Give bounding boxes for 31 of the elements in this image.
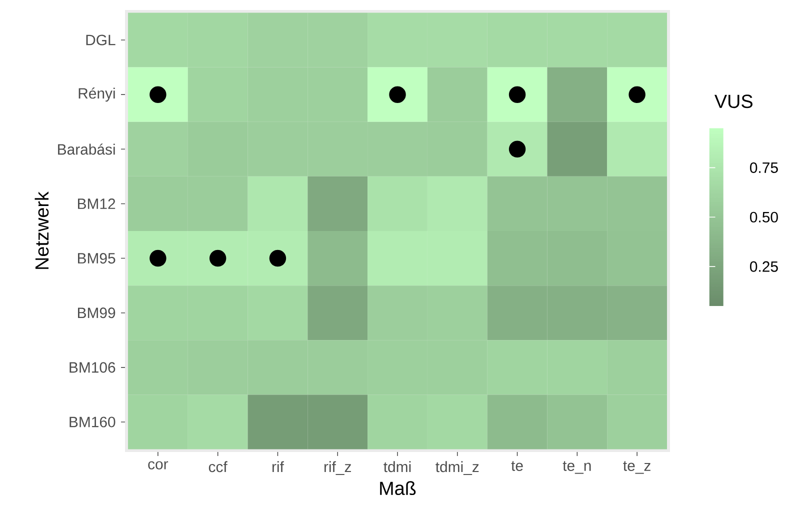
x-tick-label: rif_z: [324, 461, 351, 475]
color-bar-label: 0.25: [750, 261, 778, 272]
y-tick-label: DGL: [86, 34, 116, 46]
y-axis-title: Netzwerk: [34, 192, 49, 269]
x-tick-label: cor: [148, 461, 168, 470]
color-bar-label: 0.75: [750, 162, 778, 173]
data-label: ●: [150, 250, 166, 267]
x-tick-label: ccf: [208, 461, 228, 472]
data-label: ●: [508, 140, 526, 158]
color-bar-label: 0.50: [750, 212, 778, 222]
x-axis-title: Maß: [380, 481, 416, 496]
data-label: ●: [209, 250, 226, 267]
y-tick-label: BM160: [70, 416, 116, 428]
data-label: ●: [508, 86, 526, 103]
data-label: ●: [389, 86, 406, 103]
y-tick-label: BM12: [78, 198, 116, 209]
y-tick-label: BM95: [78, 252, 116, 264]
x-tick-label: rif: [272, 461, 284, 472]
y-tick-label: BM99: [78, 308, 116, 318]
color-bar-title: VUS: [714, 94, 752, 108]
data-label: ●: [269, 250, 286, 267]
y-tick-label: Barabási: [58, 144, 115, 155]
data-label: ●: [628, 86, 646, 103]
x-tick-label: tdmi: [384, 461, 411, 472]
x-tick-label: te: [511, 461, 523, 471]
x-tick-label: te_z: [623, 461, 650, 474]
data-label: ●: [150, 86, 166, 103]
y-tick-label: BM106: [70, 362, 116, 373]
y-tick-label: Rényi: [78, 88, 115, 102]
x-tick-label: te_n: [562, 461, 591, 474]
x-tick-label: tdmi_z: [436, 461, 479, 475]
